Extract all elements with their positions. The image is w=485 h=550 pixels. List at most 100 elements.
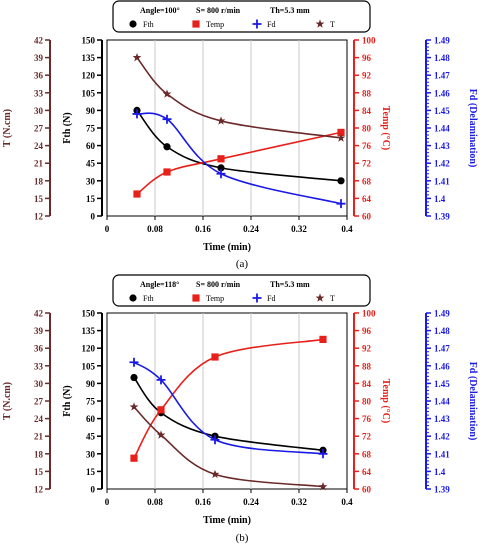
data-point-t [216,116,226,125]
y-tick-label: 30 [86,176,96,186]
y-tick-label: 15 [86,194,96,204]
axis-temperature: 60 64 68 72 76 80 84 88 92 96 100 Temp (°C) [353,36,391,222]
axis-torque: 12 15 18 21 24 27 30 33 36 39 42 T (N.cm) [2,36,51,222]
plot-frame [106,39,348,217]
y-tick-label: 68 [362,176,372,186]
y-tick-label: 18 [34,176,44,186]
y-tick-label: 92 [362,344,372,354]
y-tick-label: 21 [34,159,44,169]
y-tick-label: 1.48 [434,326,450,336]
y-tick-label: 135 [82,53,96,63]
y-tick-label: 105 [82,88,96,98]
y-tick-label: 72 [362,159,372,169]
x-tick-label: 0.16 [195,224,211,234]
y-tick-label: 45 [86,432,96,442]
axis-label-temperature: Temp (°C) [380,379,391,423]
y-tick-label: 64 [362,467,372,477]
axis-delamination: 1.39 1.4 1.41 1.42 1.43 1.44 1.45 1.46 1.47 1.48 1… [425,36,478,222]
y-tick-label: 120 [82,71,96,81]
y-tick-label: 120 [82,344,96,354]
legend-marker-fth [129,294,137,302]
legend-condition: S= 800 r/min [196,280,241,289]
data-point-temp [163,168,171,176]
y-tick-label: 12 [34,485,44,495]
legend: Angle=118° S= 800 r/min Th=5.3 mm Fth Temp Fd… [112,274,371,307]
panel-label: (b) [236,532,249,544]
x-tick-label: 0.32 [291,497,307,507]
y-tick-label: 96 [362,53,372,63]
y-tick-label: 1.49 [434,309,450,319]
x-tick-label: 0.4 [341,224,353,234]
y-tick-label: 18 [34,449,44,459]
data-point-t [336,133,346,142]
y-tick-label: 24 [34,141,44,151]
y-tick-label: 150 [82,309,96,319]
y-tick-label: 80 [362,124,372,134]
y-tick-label: 1.43 [434,414,450,424]
data-point-temp [337,128,345,136]
y-tick-label: 1.48 [434,53,450,63]
legend-box [112,0,371,33]
y-tick-label: 1.46 [434,88,450,98]
series-line-fth [136,109,342,182]
data-point-fth [130,373,138,382]
y-tick-label: 64 [362,194,372,204]
y-tick-label: 30 [34,106,44,116]
y-tick-label: 15 [34,194,44,204]
legend-label-fd: Fd [267,294,275,303]
y-tick-label: 36 [34,71,44,81]
legend: Angle=100° S= 800 r/min Th=5.3 mm Fth Temp Fd… [112,0,371,33]
data-point-t [132,53,142,62]
legend-marker-t [315,293,325,302]
y-tick-label: 96 [362,326,372,336]
axis-temperature: 60 64 68 72 76 80 84 88 92 96 100 Temp (°C) [353,309,391,495]
x-axis-label: Time (min) [203,515,251,526]
y-tick-label: 80 [362,397,372,407]
chart-panel-2: Angle=118° S= 800 r/min Th=5.3 mm Fth Temp Fd… [2,274,478,544]
series-line-t [136,57,342,139]
y-tick-label: 1.39 [434,212,450,222]
series-line-fth [133,377,324,452]
series-t [132,53,346,142]
data-point-temp [133,190,141,198]
y-tick-label: 24 [34,414,44,424]
legend-marker-fd [252,19,262,29]
y-tick-label: 1.47 [434,71,450,81]
y-tick-label: 1.4 [434,194,446,204]
x-tick-label: 0.16 [195,497,211,507]
y-tick-label: 21 [34,432,44,442]
axis-label-torque: T (N.cm) [2,109,13,147]
y-tick-label: 105 [82,361,96,371]
data-point-fd [336,199,346,209]
y-tick-label: 84 [362,106,372,116]
axis-label-torque: T (N.cm) [2,382,13,420]
legend-label-fth: Fth [143,20,154,29]
legend-label-temp: Temp [206,294,224,303]
legend-marker-temp [192,294,200,302]
axis-delamination: 1.39 1.4 1.41 1.42 1.43 1.44 1.45 1.46 1.47 1.48 1… [425,309,478,495]
y-tick-label: 27 [34,124,44,134]
y-tick-label: 100 [362,309,376,319]
legend-condition: Angle=100° [140,6,180,15]
legend-label-temp: Temp [206,20,224,29]
y-tick-label: 42 [34,309,44,319]
data-point-fd [156,375,166,385]
series-fth [130,373,327,454]
axis-torque: 12 15 18 21 24 27 30 33 36 39 42 T (N.cm) [2,309,51,495]
legend-label-fth: Fth [143,294,154,303]
y-tick-label: 150 [82,36,96,46]
y-tick-label: 92 [362,71,372,81]
series-fd [129,357,328,459]
series-t [129,402,328,491]
y-tick-label: 33 [34,361,44,371]
x-tick-label: 0.24 [243,497,259,507]
y-tick-label: 1.42 [434,159,450,169]
data-point-t [129,402,139,411]
y-tick-label: 12 [34,212,44,222]
y-tick-label: 30 [34,379,44,389]
plot-frame [106,312,348,490]
legend-condition: Angle=118° [140,280,179,289]
data-point-t [318,482,328,491]
y-tick-label: 88 [362,361,372,371]
